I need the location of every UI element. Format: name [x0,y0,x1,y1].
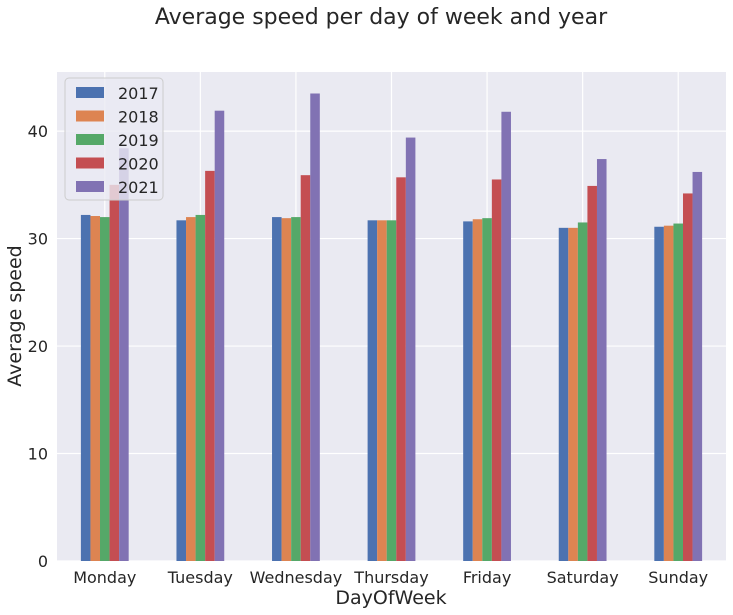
bar-2019-saturday [577,222,588,561]
bar-2021-wednesday [310,93,320,561]
legend-label: 2021 [118,178,159,197]
legend-label: 2019 [118,131,159,150]
legend-label: 2020 [118,155,159,174]
y-tick-label: 40 [28,122,48,141]
bar-2021-thursday [405,137,416,562]
x-tick-label: Saturday [547,568,619,587]
bar-2018-wednesday [281,218,292,561]
bar-2018-thursday [377,220,387,562]
bar-2018-friday [472,219,483,561]
bar-2021-monday [119,148,129,562]
legend-swatch [76,181,104,192]
y-tick-label: 30 [28,230,48,249]
bar-2017-monday [80,214,91,561]
bar-2020-monday [109,184,120,561]
y-tick-label: 0 [38,552,48,571]
bar-2017-thursday [367,220,378,562]
x-tick-label: Tuesday [167,568,233,587]
chart-title: Average speed per day of week and year [155,5,608,30]
bar-2018-saturday [568,227,578,562]
bar-2021-friday [501,111,511,561]
legend-swatch [76,110,104,122]
bar-2018-monday [90,216,101,561]
bar-2018-sunday [663,225,674,561]
bar-2017-tuesday [176,220,187,562]
y-tick-label: 20 [28,337,48,356]
bar-2020-tuesday [205,170,215,561]
bar-2019-sunday [673,223,683,562]
bar-2019-monday [100,217,110,562]
bar-2019-friday [482,218,492,561]
legend-swatch [76,134,104,145]
x-tick-label: Sunday [648,568,708,587]
legend-label: 2018 [118,108,159,127]
x-ticks: Monday Tuesday Wednesday Thursday Friday Satu… [73,568,708,587]
x-tick-label: Thursday [353,568,428,587]
y-tick-label: 10 [28,445,48,464]
legend-swatch [76,157,104,169]
bar-2019-wednesday [291,217,301,562]
legend-label: 2017 [118,84,159,103]
bar-2020-friday [491,179,502,561]
legend-swatch [76,87,104,98]
bars [80,93,703,562]
bar-2017-wednesday [272,217,282,562]
bar-2020-sunday [682,193,693,561]
bar-2019-thursday [386,220,397,562]
bar-2020-saturday [587,185,597,561]
bar-2020-wednesday [300,175,311,561]
bar-2021-tuesday [214,110,225,561]
bar-2018-tuesday [186,217,196,562]
bar-2017-friday [463,221,473,561]
x-tick-label: Wednesday [250,568,343,587]
legend-box [64,77,164,201]
y-axis-label: Average speed [4,245,26,386]
bar-2017-sunday [654,226,664,561]
bar-2021-sunday [692,171,703,561]
bar-2017-saturday [558,227,569,562]
x-axis-label: DayOfWeek [335,587,446,609]
y-ticks: 0 10 20 30 40 [28,122,48,571]
bar-2021-saturday [596,159,607,562]
bar-2020-thursday [396,177,406,562]
x-tick-label: Friday [463,568,512,587]
legend: 2017 2018 2019 2020 2021 [64,77,164,201]
bar-2019-tuesday [195,214,206,561]
x-tick-label: Monday [73,568,136,587]
